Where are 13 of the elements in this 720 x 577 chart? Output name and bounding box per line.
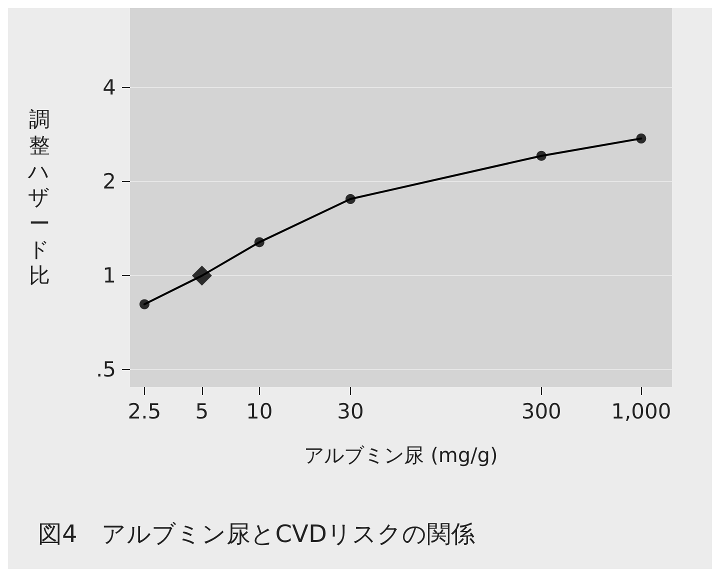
y-tick-label: 2 bbox=[102, 170, 116, 194]
x-tick-label: 5 bbox=[195, 400, 209, 424]
y-axis-title: 調整ハザード比 bbox=[27, 108, 50, 288]
y-tick-label: 1 bbox=[102, 264, 116, 288]
x-tick-label: 1,000 bbox=[611, 400, 672, 424]
y-tick-label: 4 bbox=[102, 76, 116, 100]
x-tick-label: 10 bbox=[246, 400, 273, 424]
x-tick-label: 30 bbox=[337, 400, 364, 424]
x-tick-label: 300 bbox=[521, 400, 562, 424]
text: 図4 アルブミン尿とCVDリスクの関係 bbox=[38, 520, 475, 548]
x-tick-label: 2.5 bbox=[128, 400, 162, 424]
y-tick-label: .5 bbox=[96, 358, 116, 382]
x-axis-title: アルブミン尿 (mg/g) bbox=[304, 443, 498, 467]
